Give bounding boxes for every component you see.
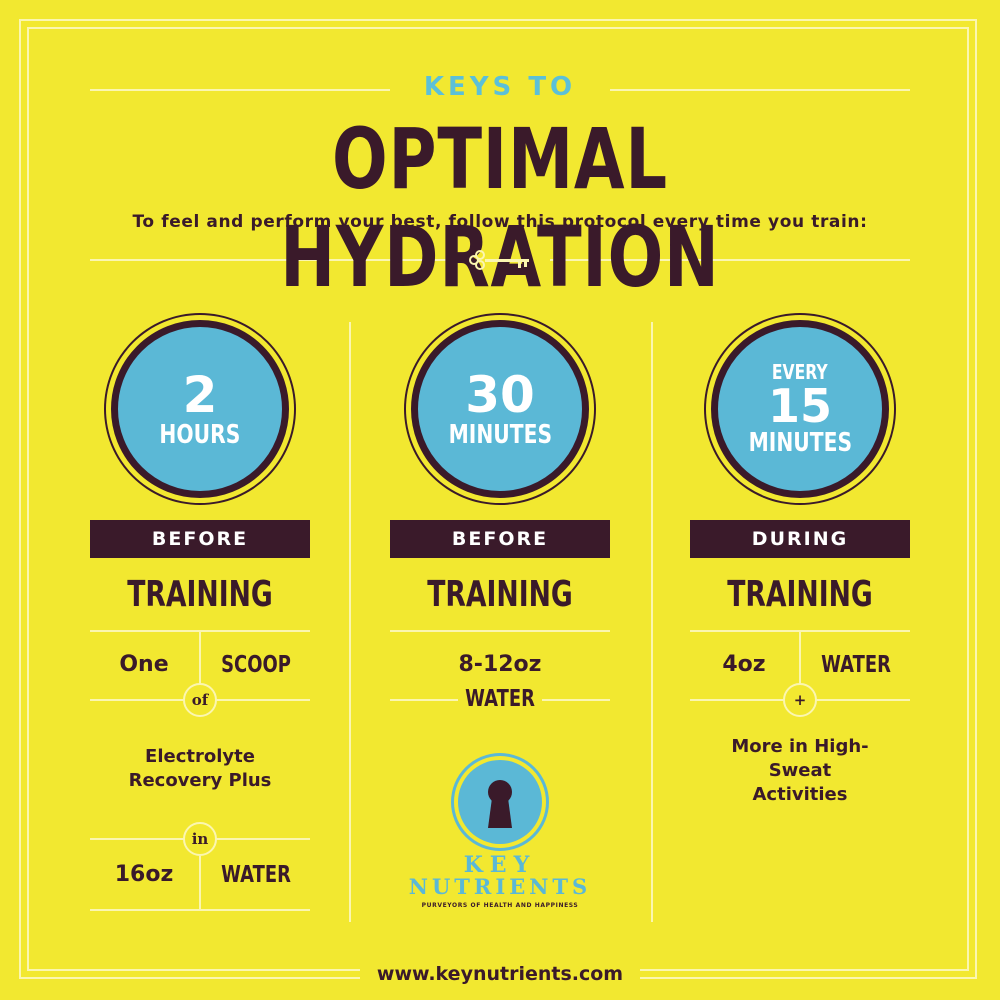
col1-split-2	[199, 856, 201, 910]
phase-label: TRAINING	[127, 574, 273, 615]
website-link[interactable]: www.keynutrients.com	[360, 961, 640, 987]
col2-measure: WATER	[465, 686, 535, 712]
header-rule-right	[610, 89, 910, 91]
col1-connector-of: of	[183, 683, 217, 717]
header-rule-left	[90, 89, 390, 91]
circle-every-15-minutes: EVERY 15 MINUTES	[711, 320, 889, 498]
circle-unit: HOURS	[159, 420, 241, 450]
col2-rule-3	[542, 699, 610, 701]
col1-rule-1	[90, 630, 310, 632]
col3-amount: 4oz	[722, 652, 766, 677]
circle-unit: MINUTES	[448, 420, 552, 450]
col2-rule-2	[390, 699, 458, 701]
col3-rule-1	[690, 630, 910, 632]
col3-split-1	[799, 632, 801, 684]
circle-unit: MINUTES	[748, 428, 852, 458]
col1-amount: One	[119, 652, 169, 677]
keyhole-icon	[488, 780, 512, 828]
page-title: OPTIMAL HYDRATION	[280, 110, 720, 306]
col1-split-1	[199, 632, 201, 684]
col1-rule-4	[90, 909, 310, 911]
circle-number: 2	[182, 366, 218, 424]
col3-note: More in High-Sweat Activities	[731, 736, 869, 805]
col1-measure: SCOOP	[221, 652, 291, 678]
circle-2-hours: 2 HOURS	[111, 320, 289, 498]
timing-band: DURING	[690, 520, 910, 558]
col1-connector-in: in	[183, 822, 217, 856]
circle-prefix: EVERY	[772, 360, 828, 384]
logo-text-key: KEY	[463, 852, 537, 878]
col3-measure: WATER	[821, 652, 891, 678]
kicker-text: KEYS TO	[423, 72, 577, 102]
col3-connector-plus: +	[783, 683, 817, 717]
timing-band: BEFORE	[90, 520, 310, 558]
column-divider-1	[349, 322, 351, 922]
circle-number: 15	[767, 379, 832, 433]
circle-30-minutes: 30 MINUTES	[411, 320, 589, 498]
circle-number: 30	[465, 366, 535, 424]
column-divider-2	[651, 322, 653, 922]
col1-amount-2: 16oz	[114, 862, 174, 887]
subtitle-rule-left	[90, 259, 450, 261]
col2-rule-1	[390, 630, 610, 632]
key-divider-icon	[469, 250, 529, 270]
phase-label: TRAINING	[427, 574, 573, 615]
page-subtitle: To feel and perform your best, follow th…	[132, 212, 868, 232]
col2-amount: 8-12oz	[458, 652, 542, 677]
logo-tagline: PURVEYORS OF HEALTH AND HAPPINESS	[421, 902, 579, 909]
phase-label: TRAINING	[727, 574, 873, 615]
timing-band: BEFORE	[390, 520, 610, 558]
col1-measure-2: WATER	[221, 862, 291, 888]
subtitle-rule-right	[550, 259, 910, 261]
col1-product: Electrolyte Recovery Plus	[128, 746, 272, 791]
logo-text-nutrients: NUTRIENTS	[408, 874, 592, 899]
